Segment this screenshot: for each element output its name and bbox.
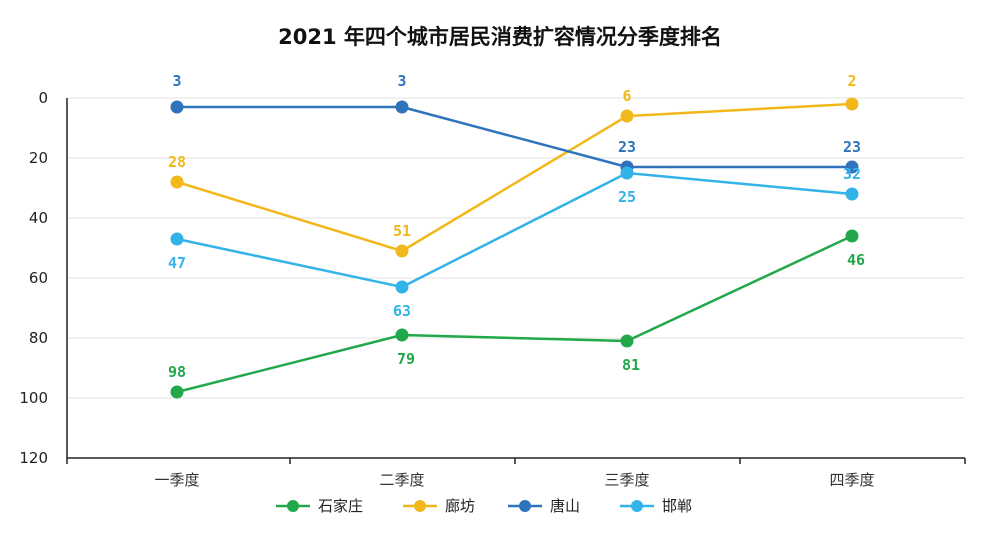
legend-item: 廊坊 [403, 497, 475, 515]
legend-item: 唐山 [508, 497, 580, 515]
x-tick-label: 三季度 [604, 471, 649, 489]
data-point [395, 244, 409, 258]
data-label: 47 [168, 254, 186, 272]
y-tick-label: 60 [29, 269, 48, 287]
data-point [845, 187, 859, 201]
y-tick-label: 0 [38, 89, 48, 107]
data-point [620, 334, 634, 348]
y-tick-label: 80 [29, 329, 48, 347]
data-label: 6 [622, 87, 631, 105]
data-label: 23 [618, 138, 636, 156]
data-label: 98 [168, 363, 186, 381]
data-point [620, 166, 634, 180]
data-point [170, 175, 184, 189]
legend-marker [287, 500, 299, 512]
series-邯郸 [170, 166, 859, 294]
data-point [845, 97, 859, 111]
data-label: 3 [397, 72, 406, 90]
legend: 石家庄 廊坊 唐山 邯郸 [276, 497, 692, 515]
x-tick-label: 四季度 [829, 471, 874, 489]
series-line [176, 102, 853, 253]
legend-marker [631, 500, 643, 512]
data-point [395, 328, 409, 342]
legend-marker [519, 500, 531, 512]
series-廊坊 [170, 97, 859, 258]
data-point [395, 280, 409, 294]
data-point [620, 109, 634, 123]
y-tick-label: 20 [29, 149, 48, 167]
data-point [170, 385, 184, 399]
data-label: 25 [618, 188, 636, 206]
series-line [176, 234, 853, 394]
data-label: 32 [843, 165, 861, 183]
chart-title: 2021 年四个城市居民消费扩容情况分季度排名 [278, 25, 722, 49]
series-lines [170, 97, 859, 399]
y-tick-label: 120 [19, 449, 48, 467]
data-label: 2 [847, 72, 856, 90]
legend-item: 邯郸 [620, 497, 692, 515]
legend-marker [414, 500, 426, 512]
x-tick-label: 二季度 [379, 471, 424, 489]
legend-label: 石家庄 [318, 497, 363, 515]
data-label: 23 [843, 138, 861, 156]
data-point [395, 100, 409, 114]
legend-label: 廊坊 [445, 497, 475, 515]
data-point [845, 229, 859, 243]
gridlines [67, 97, 965, 399]
data-label: 79 [397, 350, 415, 368]
legend-label: 邯郸 [662, 497, 692, 515]
series-石家庄 [170, 229, 859, 399]
data-label: 81 [622, 356, 640, 374]
data-point [170, 100, 184, 114]
data-label: 46 [847, 251, 865, 269]
data-label: 3 [172, 72, 181, 90]
x-tick-label: 一季度 [154, 471, 199, 489]
series-line [177, 105, 852, 169]
data-label: 28 [168, 153, 186, 171]
legend-label: 唐山 [550, 497, 580, 515]
series-line [176, 171, 853, 289]
y-tick-label: 100 [19, 389, 48, 407]
data-point [845, 160, 859, 174]
data-point [170, 232, 184, 246]
axes: 0 20 40 60 80 100 120 一季度 二季度 三季度 四季度 [19, 89, 966, 489]
y-tick-label: 40 [29, 209, 48, 227]
data-label: 51 [393, 222, 411, 240]
legend-item: 石家庄 [276, 497, 363, 515]
data-label: 63 [393, 302, 411, 320]
series-唐山 [170, 100, 859, 174]
